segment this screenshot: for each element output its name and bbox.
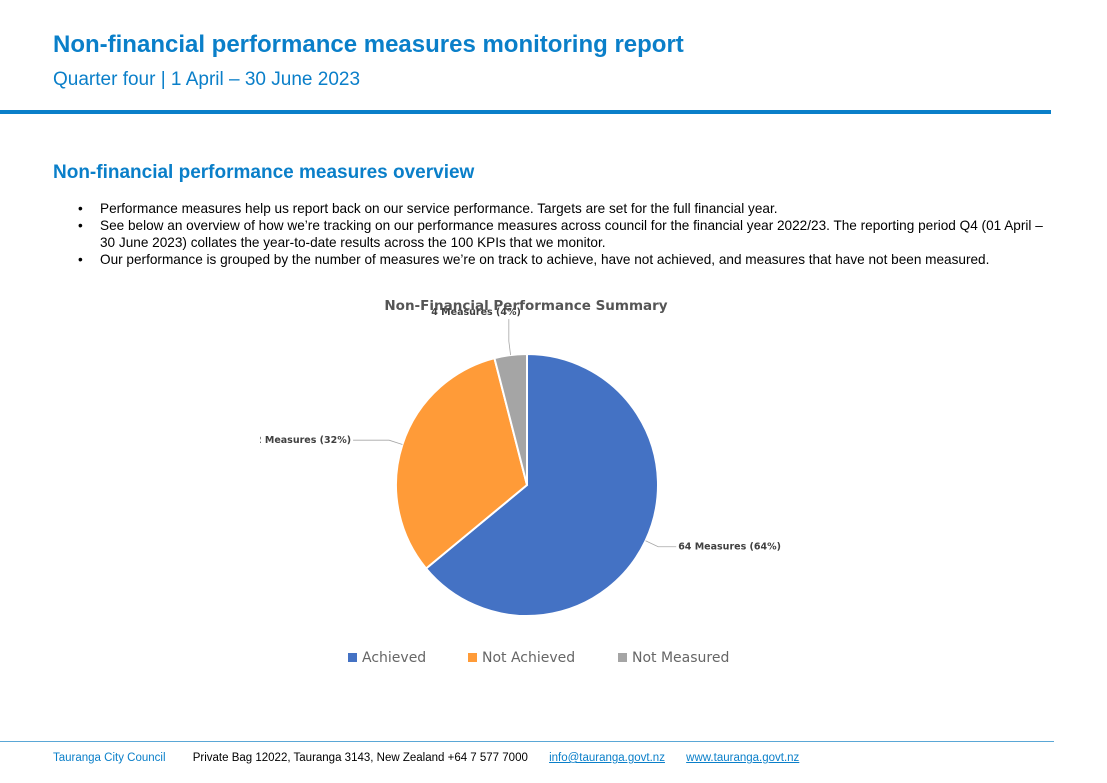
bullet-item: See below an overview of how we’re track…: [78, 217, 1058, 251]
leader-line: [645, 540, 677, 548]
legend-label: Achieved: [362, 650, 426, 666]
bullet-item: Our performance is grouped by the number…: [78, 251, 1058, 268]
footer-website-link[interactable]: www.tauranga.govt.nz: [686, 752, 800, 764]
overview-bullet-list: Performance measures help us report back…: [78, 200, 1058, 268]
footer-divider: [0, 741, 1054, 742]
legend-label: Not Measured: [632, 650, 729, 666]
legend-label: Not Achieved: [482, 650, 575, 666]
header-divider: [0, 110, 1051, 114]
legend-swatch: [618, 653, 627, 662]
bullet-item: Performance measures help us report back…: [78, 200, 1058, 217]
pie-chart: Non-Financial Performance Summary 64 Mea…: [260, 290, 820, 690]
data-label: 4 Measures (4%): [431, 307, 521, 318]
leader-line: [353, 439, 403, 445]
section-heading: Non-financial performance measures overv…: [53, 162, 475, 183]
legend-swatch: [468, 653, 477, 662]
footer-email-link[interactable]: info@tauranga.govt.nz: [549, 752, 665, 764]
leader-line: [508, 319, 511, 356]
footer-address: Private Bag 12022, Tauranga 3143, New Ze…: [192, 752, 528, 764]
chart-title: Non-Financial Performance Summary: [384, 298, 667, 314]
legend-swatch: [348, 653, 357, 662]
footer-org: Tauranga City Council: [53, 752, 166, 764]
pie-chart-svg: Non-Financial Performance Summary 64 Mea…: [260, 298, 781, 666]
data-label: 64 Measures (64%): [678, 542, 781, 553]
pie-slice-not-measured: [493, 352, 528, 486]
report-title: Non-financial performance measures monit…: [53, 31, 684, 58]
data-label: 32 Measures (32%): [260, 435, 351, 446]
pie-slice-achieved: [424, 352, 659, 617]
footer: Tauranga City Council Private Bag 12022,…: [53, 752, 799, 764]
report-subtitle: Quarter four | 1 April – 30 June 2023: [53, 69, 361, 90]
